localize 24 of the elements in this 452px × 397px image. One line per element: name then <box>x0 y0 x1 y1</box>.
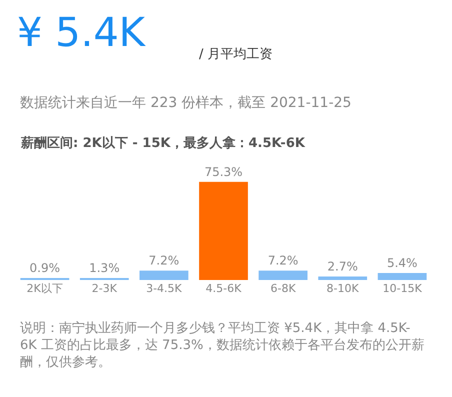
text: 薪酬区间: 2K以下 - 15K，最多人拿：4.5K-6K <box>20 135 306 151</box>
data-label: 1.3% <box>89 261 120 275</box>
bar <box>378 272 427 280</box>
data-label: 7.2% <box>148 254 180 268</box>
data-label: 7.2% <box>268 254 298 268</box>
x-tick-label: 4.5-6K <box>206 282 242 295</box>
text: 数据统计来自近一年 223 份样本，截至 2021-11-25 <box>20 95 352 111</box>
bar <box>258 270 308 280</box>
chart-subtitle: / 月平均工资 <box>199 47 273 62</box>
bar <box>140 270 188 280</box>
text: 说明：南宁执业药师一个月多少钱？平均工资 ¥5.4K，其中拿 4.5K-6K 工资的占比最多，达 75.3%，数据统计依赖于各平台发布的公开薪酬，仅供参考。 <box>20 320 424 370</box>
x-tick-label: 2K以下 <box>26 282 63 295</box>
x-tick-label: 10-15K <box>382 282 423 295</box>
x-tick-label: 8-10K <box>326 282 360 295</box>
data-label: 5.4% <box>386 256 418 270</box>
bar <box>199 182 248 280</box>
x-tick-label: 6-8K <box>270 282 296 295</box>
chart-title: ¥ 5.4K <box>17 10 147 56</box>
x-tick-label: 2-3K <box>92 282 118 295</box>
data-label: 75.3% <box>204 164 243 179</box>
x-tick-label: 3-4.5K <box>146 282 183 295</box>
bar <box>318 276 368 280</box>
data-label: 0.9% <box>30 261 60 275</box>
data-label: 2.7% <box>327 259 358 274</box>
